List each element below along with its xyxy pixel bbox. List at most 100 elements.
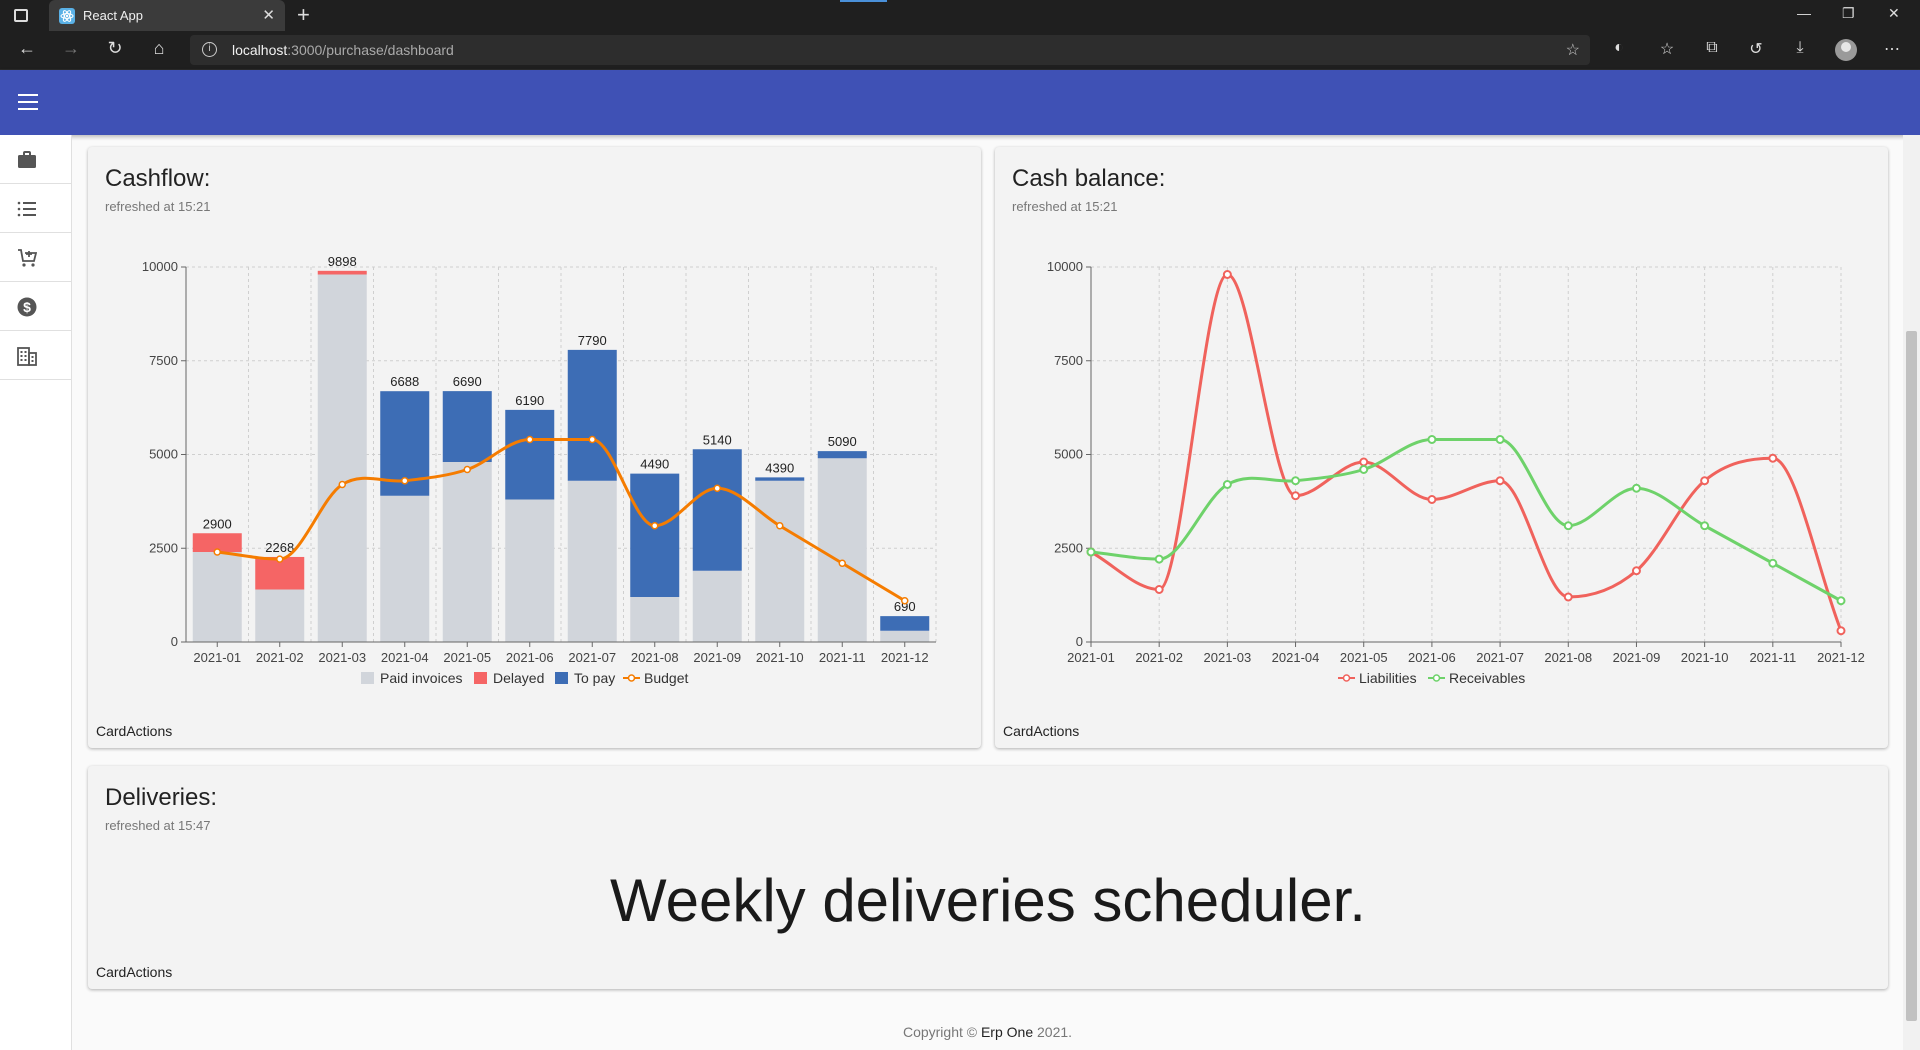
x-tick-label: 2021-07 (568, 650, 616, 665)
bar-total-label: 6190 (515, 393, 544, 408)
x-tick-label: 2021-10 (1681, 650, 1729, 665)
bar-topay (630, 473, 680, 597)
close-window-button[interactable]: ✕ (1888, 5, 1900, 21)
x-tick-label: 2021-11 (819, 650, 866, 665)
forward-button[interactable]: → (62, 38, 80, 58)
x-tick-label: 2021-05 (443, 650, 491, 665)
downloads-icon[interactable]: ⤓ (1796, 39, 1804, 56)
page-scrollbar[interactable] (1903, 135, 1920, 1050)
address-text[interactable]: localhost:3000/purchase/dashboard (232, 42, 454, 58)
minimize-button[interactable]: — (1797, 5, 1811, 21)
scrollbar-thumb[interactable] (1906, 331, 1917, 1021)
bar-paid (630, 597, 680, 642)
browser-navbar: ← → ↻ ⌂ i localhost:3000/purchase/dashbo… (0, 31, 1920, 70)
legend-label: Liabilities (1359, 670, 1417, 686)
briefcase-icon (18, 151, 36, 168)
legend-swatch (361, 672, 374, 684)
x-tick-label: 2021-09 (693, 650, 741, 665)
liabilities-point (1631, 566, 1641, 576)
footer-brand-link[interactable]: Erp One (980, 1024, 1034, 1040)
drag-indicator (840, 0, 887, 2)
cart-icon (18, 249, 37, 267)
receivables-point (1563, 521, 1573, 531)
favorites-icon[interactable]: ☆ (1659, 41, 1675, 58)
budget-point (651, 522, 659, 530)
receivables-point (1222, 480, 1232, 489)
y-tick-label: 10000 (1047, 259, 1083, 274)
collections-icon[interactable]: ⧉ (1706, 39, 1718, 56)
extension-icon[interactable]: ◐ (1614, 39, 1624, 56)
restore-button[interactable]: ❐ (1842, 5, 1855, 21)
dollar-icon: $ (17, 297, 37, 317)
svg-text:$: $ (23, 299, 31, 315)
bar-total-label: 2268 (265, 540, 294, 555)
profile-avatar[interactable] (1835, 39, 1857, 61)
refresh-button[interactable]: ↻ (107, 38, 123, 58)
deliveries-card: Deliveries: refreshed at 15:47 Weekly de… (88, 766, 1888, 989)
receivables-point (1427, 435, 1437, 444)
bar-topay (817, 451, 867, 459)
bar-total-label: 5090 (828, 434, 857, 449)
deliveries-title: Deliveries: (105, 784, 218, 811)
bar-delayed (317, 270, 367, 275)
budget-point (776, 522, 784, 530)
footer-prefix: Copyright © (902, 1024, 981, 1040)
add-favorite-icon[interactable]: ☆ (1565, 42, 1580, 59)
browser-tab[interactable]: React App ✕ (49, 0, 285, 31)
x-tick-label: 2021-11 (1749, 650, 1796, 665)
sidebar-item-dollar[interactable]: $ (0, 282, 71, 331)
receivables-point (1768, 558, 1778, 568)
x-tick-label: 2021-06 (1408, 650, 1456, 665)
list-icon (17, 201, 36, 217)
x-tick-label: 2021-12 (881, 650, 929, 665)
deliveries-refreshed: refreshed at 15:47 (105, 818, 211, 833)
bar-topay (880, 616, 930, 631)
deliveries-scheduler-text: Weekly deliveries scheduler. (610, 867, 1366, 934)
bar-paid (755, 480, 805, 642)
x-tick-label: 2021-04 (381, 650, 429, 665)
budget-point (463, 465, 471, 474)
bar-total-label: 6690 (453, 374, 482, 389)
hamburger-menu-icon[interactable] (18, 94, 38, 110)
bar-total-label: 4390 (765, 460, 794, 475)
liabilities-point (1427, 495, 1437, 504)
new-tab-button[interactable]: + (297, 2, 310, 27)
more-options-icon[interactable]: ⋯ (1884, 41, 1900, 58)
sidebar-item-list[interactable] (0, 184, 71, 233)
bar-paid (567, 480, 617, 642)
cashflow-refreshed: refreshed at 15:21 (105, 199, 211, 214)
react-logo-icon (59, 8, 75, 24)
x-tick-label: 2021-07 (1476, 650, 1524, 665)
budget-point (401, 477, 409, 485)
receivables-point (1086, 547, 1096, 557)
sidebar-item-cart[interactable] (0, 233, 71, 282)
footer-copyright: Copyright © Erp One 2021. (72, 1024, 1903, 1040)
x-tick-label: 2021-03 (1204, 650, 1252, 665)
receivables-point (1291, 476, 1301, 486)
bar-paid (817, 458, 867, 642)
sidebar-item-briefcase[interactable] (0, 135, 71, 184)
address-bar[interactable]: i localhost:3000/purchase/dashboard ☆ (190, 35, 1590, 65)
bar-total-label: 6688 (390, 374, 419, 389)
y-tick-label: 2500 (1054, 540, 1083, 555)
site-info-icon[interactable]: i (202, 42, 217, 57)
tab-title: React App (83, 8, 143, 23)
bar-paid (255, 589, 305, 642)
budget-point (588, 435, 596, 444)
liabilities-point (1563, 592, 1573, 602)
cashflow-card-actions: CardActions (96, 723, 173, 739)
back-button[interactable]: ← (18, 38, 36, 58)
cashflow-title: Cashflow: (105, 165, 211, 192)
receivables-point (1359, 465, 1369, 474)
window-menu-icon[interactable] (14, 9, 28, 22)
sidebar-item-building[interactable] (0, 331, 71, 380)
liabilities-point (1768, 453, 1778, 463)
bar-paid (380, 495, 430, 642)
history-icon[interactable]: ↺ (1749, 41, 1763, 58)
tab-close-icon[interactable]: ✕ (262, 7, 275, 24)
home-button[interactable]: ⌂ (153, 38, 165, 58)
sidebar: $ (0, 135, 72, 1050)
legend-label: Budget (644, 670, 688, 686)
x-tick-label: 2021-02 (1135, 650, 1183, 665)
x-tick-label: 2021-01 (1067, 650, 1115, 665)
